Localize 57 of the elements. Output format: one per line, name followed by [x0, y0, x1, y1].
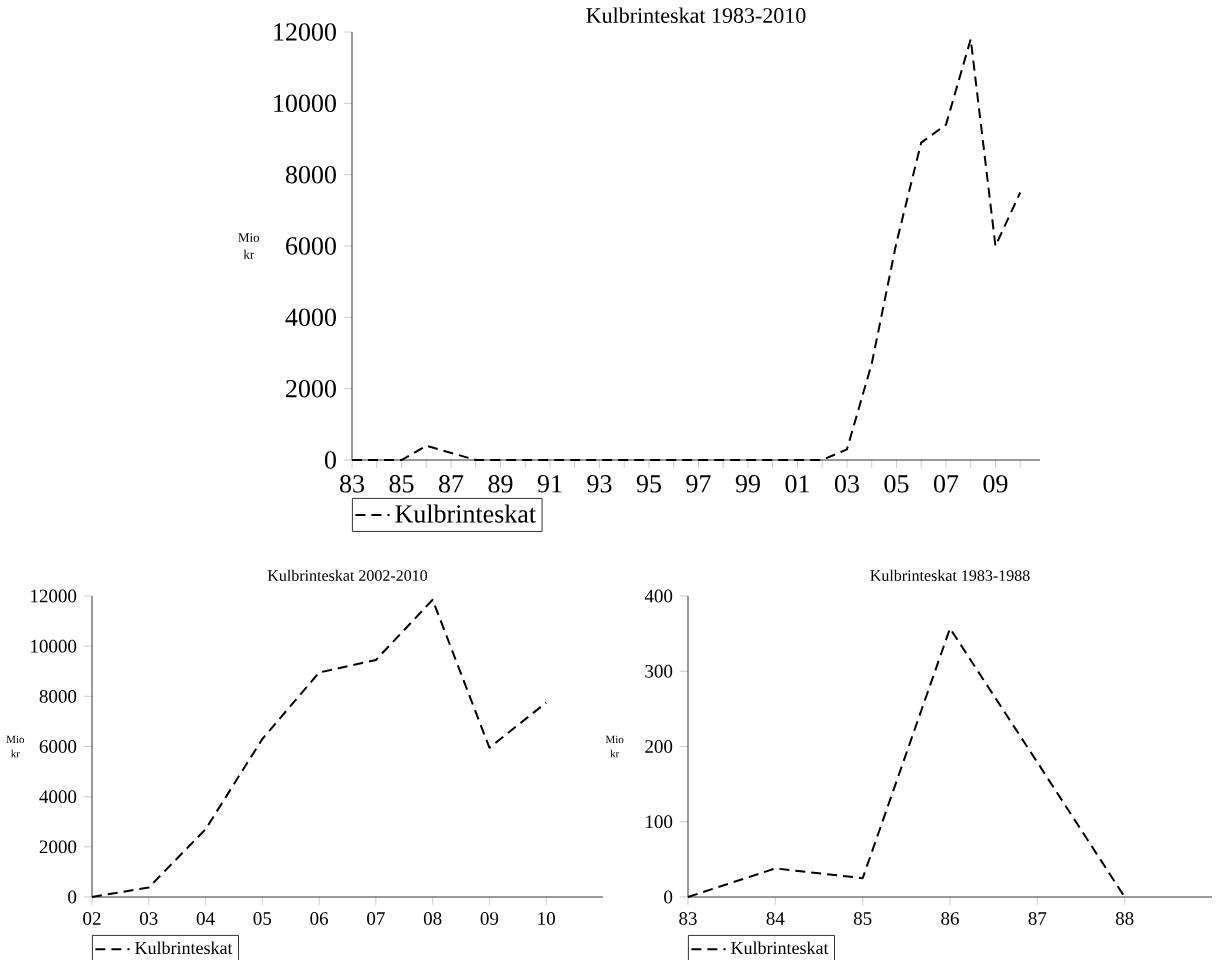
- x-tick-label: 85: [853, 912, 872, 925]
- y-axis-title: Mio kr: [6, 735, 25, 758]
- y-tick-label: 6000: [286, 237, 336, 255]
- x-tick-label: 93: [587, 475, 612, 493]
- y-axis-title: Mio kr: [238, 233, 260, 259]
- y-tick-label: 4000: [39, 790, 77, 804]
- x-tick-label: 99: [735, 475, 760, 493]
- y-tick-label: 0: [324, 451, 336, 469]
- y-tick-label: 2000: [286, 379, 336, 398]
- x-tick-label: 05: [884, 475, 909, 493]
- legend-label: Kulbrinteskat: [395, 504, 536, 523]
- x-tick-label: 83: [679, 912, 697, 925]
- x-tick-label: 09: [983, 475, 1008, 493]
- x-tick-label: 89: [488, 475, 513, 493]
- x-tick-label: 83: [340, 475, 364, 493]
- y-tick-label: 4000: [285, 308, 336, 327]
- y-tick-label: 400: [644, 589, 673, 603]
- x-tick-label: 10: [538, 912, 555, 925]
- y-axis-title: Mio kr: [605, 735, 624, 758]
- x-tick-label: 87: [439, 475, 464, 493]
- x-tick-label: 05: [253, 912, 272, 925]
- x-tick-label: 01: [785, 475, 809, 493]
- y-tick-label: 0: [68, 890, 77, 904]
- x-tick-label: 87: [1028, 912, 1047, 925]
- y-tick-label: 12000: [274, 23, 336, 41]
- y-tick-label: 100: [646, 815, 673, 829]
- x-tick-label: 02: [83, 912, 101, 925]
- y-tick-label: 10000: [274, 94, 336, 113]
- y-tick-label: 8000: [285, 165, 336, 184]
- y-tick-label: 300: [645, 664, 673, 678]
- x-tick-label: 07: [933, 475, 959, 493]
- x-tick-label: 08: [423, 912, 442, 925]
- x-tick-label: 07: [367, 912, 385, 925]
- x-tick-label: 91: [537, 475, 562, 493]
- y-tick-label: 0: [664, 890, 673, 904]
- chart-title: Kulbrinteskat 1983-2010: [586, 7, 806, 23]
- x-tick-label: 97: [686, 475, 711, 493]
- x-tick-label: 86: [941, 912, 959, 925]
- y-tick-label: 8000: [39, 689, 77, 703]
- x-tick-label: 88: [1115, 912, 1134, 925]
- y-tick-label: 6000: [39, 740, 77, 753]
- y-tick-label: 2000: [39, 840, 77, 854]
- legend-label: Kulbrinteskat: [731, 941, 829, 955]
- chart-title: Kulbrinteskat 1983-1988: [870, 569, 1030, 581]
- x-tick-label: 09: [480, 912, 499, 925]
- x-tick-label: 06: [310, 912, 329, 925]
- x-tick-label: 04: [196, 912, 215, 925]
- legend-label: Kulbrinteskat: [135, 941, 233, 955]
- y-tick-label: 200: [645, 740, 673, 753]
- x-tick-label: 03: [834, 475, 859, 493]
- x-tick-label: 03: [140, 912, 158, 925]
- y-tick-label: 10000: [31, 639, 77, 653]
- y-tick-label: 12000: [31, 589, 77, 603]
- x-tick-label: 95: [636, 475, 661, 493]
- chart-title: Kulbrinteskat 2002-2010: [267, 569, 428, 581]
- x-tick-label: 85: [389, 475, 414, 493]
- x-tick-label: 84: [766, 912, 785, 925]
